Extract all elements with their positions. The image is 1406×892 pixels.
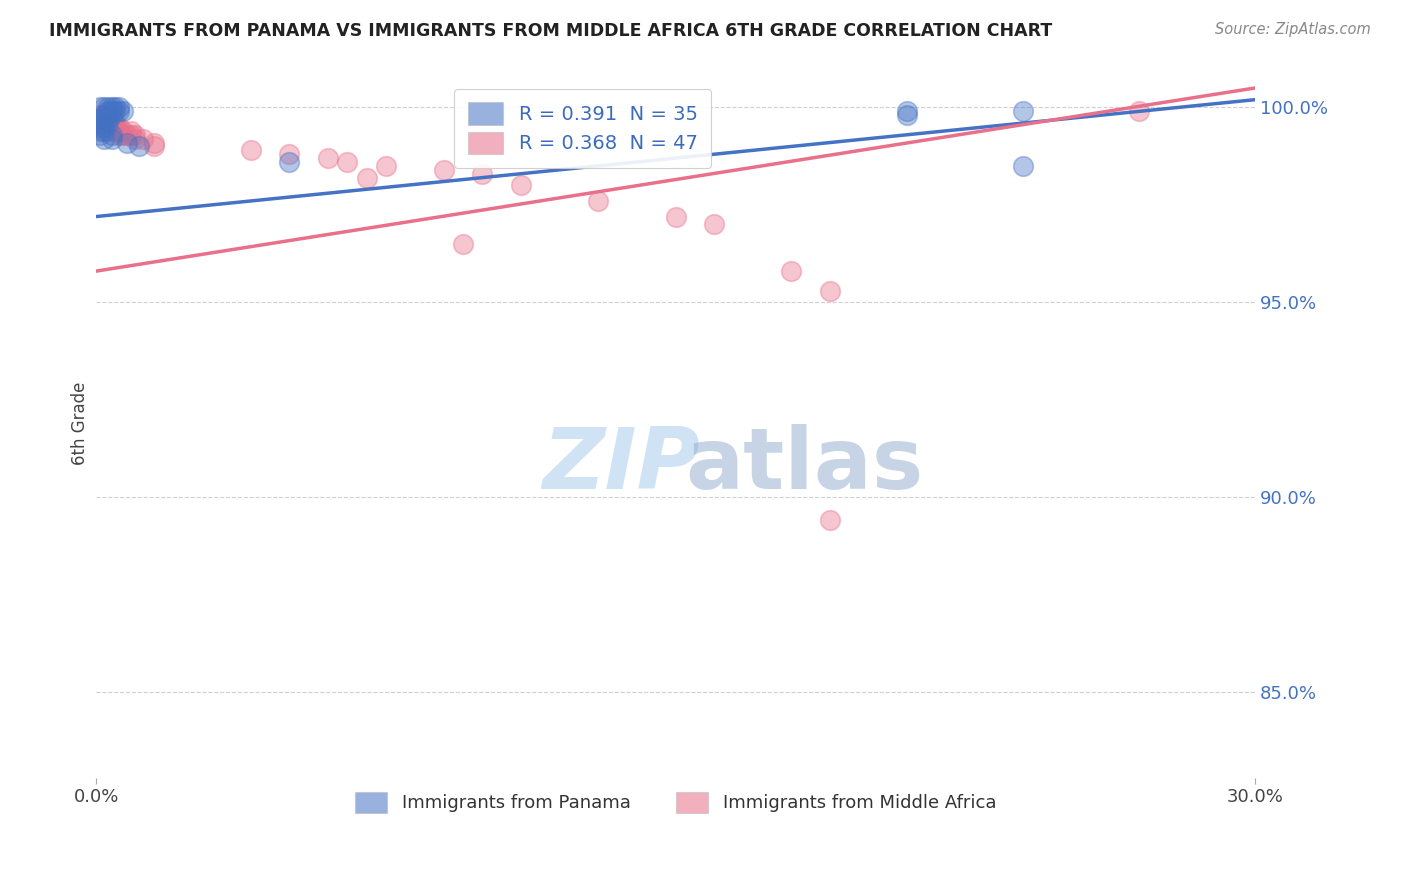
Point: [100, 120, 122, 134]
Point: [703, 218, 725, 232]
Point: [93, 112, 115, 127]
Point: [97, 124, 120, 138]
Text: IMMIGRANTS FROM PANAMA VS IMMIGRANTS FROM MIDDLE AFRICA 6TH GRADE CORRELATION CH: IMMIGRANTS FROM PANAMA VS IMMIGRANTS FRO…: [49, 22, 1053, 40]
Point: [316, 151, 339, 165]
Point: [93, 120, 115, 134]
Point: [112, 124, 135, 138]
Point: [97, 104, 120, 119]
Legend: Immigrants from Panama, Immigrants from Middle Africa: Immigrants from Panama, Immigrants from …: [342, 779, 1010, 825]
Point: [278, 147, 301, 161]
Point: [108, 100, 131, 114]
Point: [104, 120, 127, 134]
Text: atlas: atlas: [685, 424, 924, 507]
Point: [89, 112, 111, 127]
Point: [818, 513, 841, 527]
Text: ZIP: ZIP: [543, 424, 700, 507]
Point: [100, 131, 122, 145]
Point: [112, 128, 135, 142]
Point: [108, 104, 131, 119]
Point: [89, 128, 111, 142]
Point: [239, 144, 262, 158]
Point: [108, 128, 131, 142]
Point: [115, 136, 138, 150]
Point: [278, 155, 301, 169]
Point: [108, 120, 131, 134]
Point: [588, 194, 610, 208]
Point: [93, 108, 115, 122]
Point: [124, 128, 146, 142]
Point: [93, 116, 115, 130]
Point: [89, 100, 111, 114]
Point: [108, 124, 131, 138]
Point: [93, 131, 115, 145]
Y-axis label: 6th Grade: 6th Grade: [72, 382, 89, 465]
Point: [510, 178, 533, 193]
Point: [100, 112, 122, 127]
Point: [1012, 159, 1035, 173]
Point: [89, 116, 111, 130]
Text: Source: ZipAtlas.com: Source: ZipAtlas.com: [1215, 22, 1371, 37]
Point: [112, 104, 135, 119]
Point: [100, 128, 122, 142]
Point: [664, 210, 686, 224]
Point: [89, 116, 111, 130]
Point: [100, 100, 122, 114]
Point: [896, 108, 918, 122]
Point: [89, 112, 111, 127]
Point: [1012, 104, 1035, 119]
Point: [89, 108, 111, 122]
Point: [93, 116, 115, 130]
Point: [93, 100, 115, 114]
Point: [128, 139, 150, 153]
Point: [780, 264, 803, 278]
Point: [120, 128, 142, 142]
Point: [143, 139, 166, 153]
Point: [100, 116, 122, 130]
Point: [97, 112, 120, 127]
Point: [93, 112, 115, 127]
Point: [97, 120, 120, 134]
Point: [104, 104, 127, 119]
Point: [93, 120, 115, 134]
Point: [89, 120, 111, 134]
Point: [356, 170, 378, 185]
Point: [336, 155, 359, 169]
Point: [89, 124, 111, 138]
Point: [896, 104, 918, 119]
Point: [97, 100, 120, 114]
Point: [97, 116, 120, 130]
Point: [97, 112, 120, 127]
Point: [374, 159, 396, 173]
Point: [104, 116, 127, 130]
Point: [100, 104, 122, 119]
Point: [451, 236, 474, 251]
Point: [104, 124, 127, 138]
Point: [124, 131, 146, 145]
Point: [143, 136, 166, 150]
Point: [93, 108, 115, 122]
Point: [100, 108, 122, 122]
Point: [433, 162, 456, 177]
Point: [1128, 104, 1150, 119]
Point: [93, 124, 115, 138]
Point: [131, 131, 153, 145]
Point: [120, 124, 142, 138]
Point: [97, 116, 120, 130]
Point: [115, 128, 138, 142]
Point: [104, 100, 127, 114]
Point: [818, 284, 841, 298]
Point: [97, 108, 120, 122]
Point: [471, 167, 494, 181]
